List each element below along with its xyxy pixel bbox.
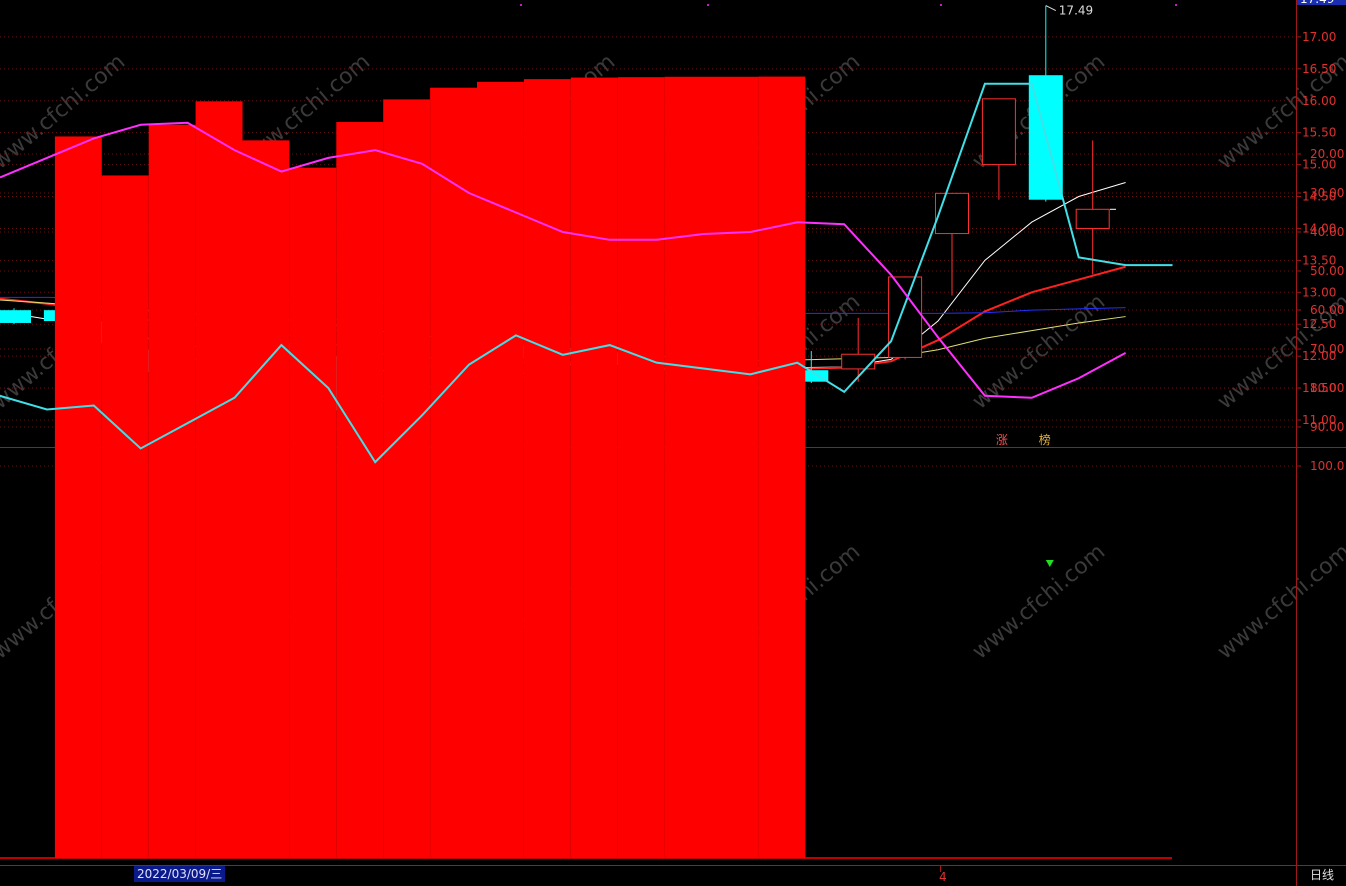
high-arrow [1045, 5, 1057, 12]
watermark-text: www.cfchi.com [968, 539, 1110, 664]
price-tick-label: 15.50 [1302, 126, 1336, 140]
indicator-tick-label: 80.00 [1310, 381, 1344, 395]
candle-body [935, 192, 969, 235]
indicator-bar [54, 136, 102, 858]
candle-body [841, 353, 876, 370]
month-marker-label: 4 [939, 870, 947, 884]
indicator-bar [148, 124, 196, 858]
crosshair-date-label: 2022/03/09/三 [134, 866, 226, 882]
indicator-tick-label: 60.00 [1310, 303, 1344, 317]
top-marker-dot [707, 4, 709, 6]
price-tick-label: 11.00 [1302, 413, 1336, 427]
indicator-axis: 100.0 90.00 80.00 70.00 60.00 50.00 40.00 30.00… [1296, 147, 1344, 473]
top-marker-dot [1175, 4, 1177, 6]
price-tick-label: 12.50 [1302, 317, 1336, 331]
indicator-bar [664, 76, 712, 858]
indicator-bar [195, 101, 243, 859]
indicator-bar [477, 81, 524, 859]
high-label: 17.49 [1059, 4, 1093, 18]
indicator-bar [289, 167, 337, 858]
indicator-bar [336, 122, 384, 858]
price-tick-label: 14.50 [1302, 190, 1336, 204]
price-tick-label: 13.00 [1302, 285, 1336, 299]
price-tick-label: 14.00 [1302, 221, 1336, 235]
period-label[interactable]: 日线 [1310, 868, 1335, 882]
indicator-tick-label: 90.00 [1310, 420, 1344, 434]
indicator-bar [617, 77, 665, 859]
price-tick-label: 15.00 [1302, 158, 1336, 172]
indicator-bar [711, 76, 759, 858]
list-marker: 榜 [1039, 432, 1051, 447]
indicator-tick-label: 20.00 [1310, 147, 1344, 161]
indicator-tick-label: 70.00 [1310, 342, 1344, 356]
indicator-line [0, 121, 1127, 399]
indicator-bar [570, 77, 618, 858]
price-tick-label: 16.50 [1302, 62, 1336, 76]
indicator-bar [383, 99, 431, 858]
indicator-tick-label: 100.0 [1310, 459, 1344, 473]
price-tick-label: 16.00 [1302, 94, 1336, 108]
indicator-lines [0, 82, 1173, 567]
watermark-text: www.cfchi.com [1213, 539, 1346, 664]
top-marker-dot [520, 4, 522, 6]
indicator-bar [758, 76, 806, 858]
indicator-bar [101, 175, 149, 858]
price-tick-label: 17.00 [1302, 30, 1336, 44]
price-top-label-bg [1297, 0, 1346, 5]
indicator-bars [0, 76, 1172, 859]
price-tick-label: 12.00 [1302, 349, 1336, 363]
price-tick-label: 13.50 [1302, 253, 1336, 267]
signal-marker [1045, 560, 1054, 567]
candle-body [888, 276, 923, 358]
bottom-axis: 4 [939, 866, 947, 884]
candle-body [794, 370, 829, 382]
candle-body [0, 310, 31, 323]
indicator-tick-label: 40.00 [1310, 225, 1344, 239]
price-axis: 11.00 11.50 12.00 12.50 13.00 13.50 14.00 14.50… [1296, 0, 1346, 427]
indicator-tick-label: 30.00 [1310, 186, 1344, 200]
indicator-line [0, 82, 1173, 464]
price-top-label: 17.49 [1300, 0, 1334, 6]
indicator-bar [242, 140, 290, 859]
price-tick-label: 11.50 [1302, 381, 1336, 395]
indicator-bar [523, 79, 571, 859]
indicator-tick-label: 50.00 [1310, 264, 1344, 278]
top-marker-dot [940, 4, 942, 6]
indicator-bar [430, 87, 477, 858]
rise-marker: 涨 [996, 432, 1008, 447]
candle-body [981, 98, 1016, 166]
candle-body [1075, 208, 1110, 229]
